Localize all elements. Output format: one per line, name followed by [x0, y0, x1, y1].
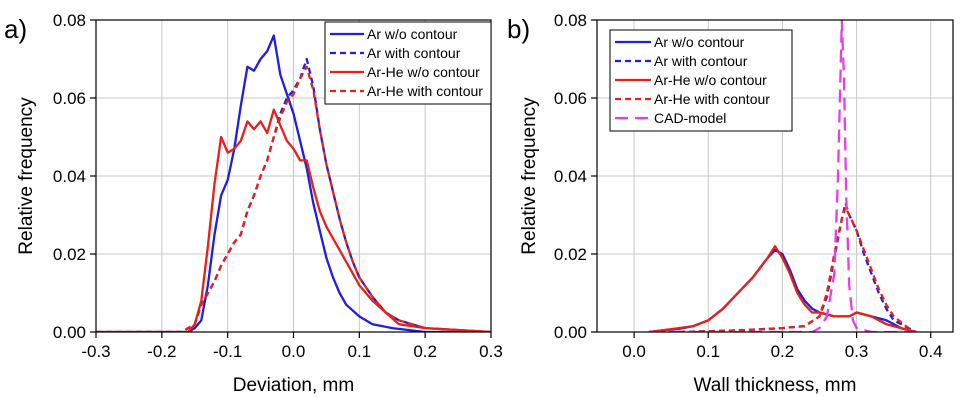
series-line-ar-he-with-contour — [96, 65, 491, 332]
y-axis-label: Relative frequency — [519, 97, 540, 255]
series-group — [648, 20, 917, 332]
y-tick-label: 0.08 — [53, 11, 86, 30]
x-tick-label: 0.2 — [413, 342, 437, 361]
x-axis-label: Deviation, mm — [233, 375, 354, 396]
legend-entry: Ar with contour — [654, 53, 748, 69]
x-tick-label: 0.1 — [348, 342, 372, 361]
x-tick-label: 0.0 — [622, 342, 646, 361]
y-axis-label: Relative frequency — [16, 97, 37, 255]
panel-label: b) — [507, 14, 530, 44]
series-line-cad-model — [648, 20, 916, 332]
y-tick-label: 0.02 — [554, 245, 587, 264]
y-tick-label: 0.04 — [554, 167, 587, 186]
legend-entry: CAD-model — [654, 110, 726, 126]
plot-frame — [596, 19, 954, 333]
series-line-ar-he-w-o-contour — [648, 245, 917, 332]
y-tick-label: 0.06 — [554, 89, 587, 108]
y-tick-label: 0.08 — [554, 11, 587, 30]
y-tick-label: 0.04 — [53, 167, 86, 186]
x-tick-label: 0.3 — [479, 342, 503, 361]
y-tick-label: 0.00 — [53, 323, 86, 342]
legend-entry: Ar-He w/o contour — [654, 72, 767, 88]
x-tick-label: -0.3 — [81, 342, 110, 361]
x-tick-label: 0.3 — [845, 342, 869, 361]
x-tick-label: 0.0 — [282, 342, 306, 361]
x-tick-label: -0.2 — [147, 342, 176, 361]
chart-panel-0: -0.3 -0.2 -0.1 0.0 0.1 0.2 0.3 0.00 0.02 0.04 0.06… — [4, 11, 503, 396]
legend: Ar w/o contour Ar with contour Ar-He w/o c… — [324, 21, 492, 105]
x-tick-label: -0.1 — [213, 342, 242, 361]
plot-frame — [95, 19, 492, 333]
legend-entry: Ar w/o contour — [367, 26, 458, 42]
chart-panel-1: 0.0 0.1 0.2 0.3 0.4 0.00 0.02 0.04 0.06 0.08 Wall … — [507, 11, 954, 396]
legend-entry: Ar-He w/o contour — [367, 64, 480, 80]
x-tick-label: 0.2 — [771, 342, 795, 361]
y-tick-label: 0.02 — [53, 245, 86, 264]
series-group — [96, 34, 491, 332]
legend-entry: Ar-He with contour — [367, 83, 483, 99]
x-tick-label: 0.1 — [696, 342, 720, 361]
legend: Ar w/o contour Ar with contour Ar-He w/o c… — [609, 29, 793, 132]
series-line-ar-he-w-o-contour — [96, 108, 491, 332]
legend-entry: Ar-He with contour — [654, 91, 770, 107]
legend-entry: Ar w/o contour — [654, 34, 745, 50]
series-line-ar-w-o-contour — [96, 34, 491, 332]
panel-label: a) — [4, 14, 27, 44]
y-tick-label: 0.00 — [554, 323, 587, 342]
x-tick-label: 0.4 — [919, 342, 943, 361]
series-line-ar-he-with-contour — [648, 206, 917, 332]
y-tick-label: 0.06 — [53, 89, 86, 108]
x-axis-label: Wall thickness, mm — [694, 375, 857, 396]
legend-entry: Ar with contour — [367, 45, 461, 61]
